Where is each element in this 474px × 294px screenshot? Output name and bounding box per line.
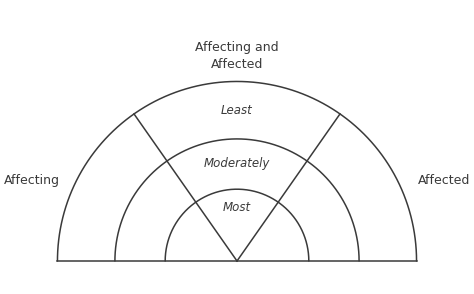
Text: Moderately: Moderately [204, 157, 270, 170]
Text: Affecting and
Affected: Affecting and Affected [195, 41, 279, 71]
Text: Affected: Affected [418, 174, 470, 187]
Text: Least: Least [221, 104, 253, 117]
Text: Affecting: Affecting [4, 174, 60, 187]
Text: Most: Most [223, 201, 251, 214]
